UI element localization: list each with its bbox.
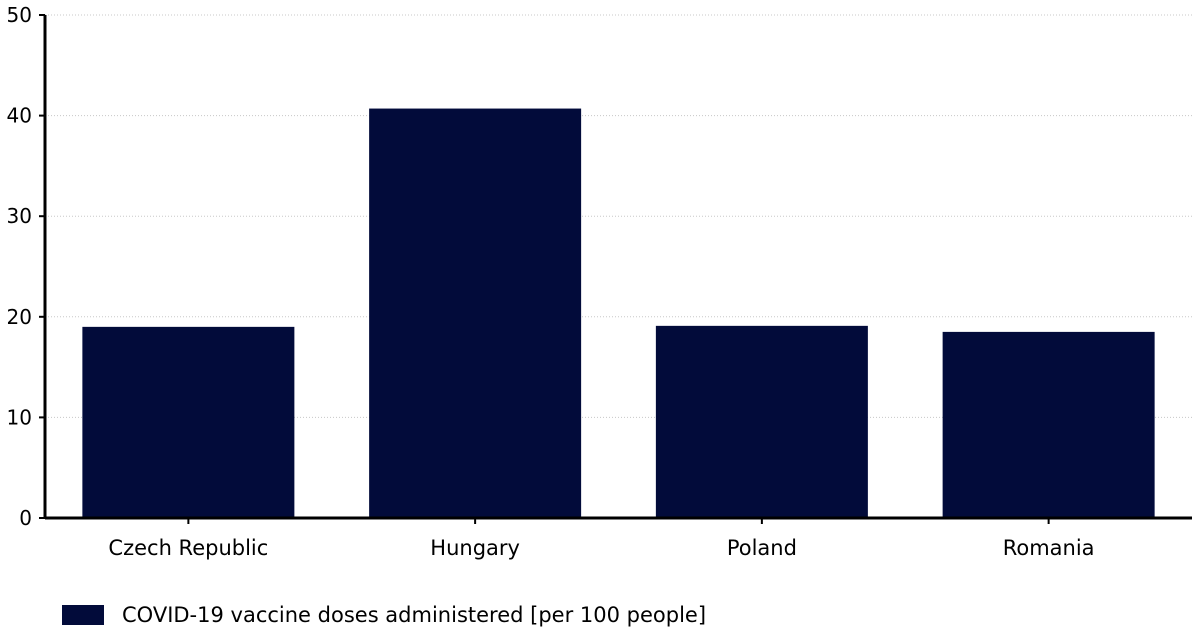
y-tick-label: 20 xyxy=(7,305,32,329)
x-tick-label: Poland xyxy=(727,536,797,560)
bar xyxy=(369,108,582,519)
y-axis-ticks: 0 10 20 30 40 50 xyxy=(7,3,45,530)
y-tick-label: 30 xyxy=(7,204,32,228)
bar xyxy=(655,325,868,518)
axes xyxy=(43,15,1192,520)
y-tick-label: 50 xyxy=(7,3,32,27)
y-tick-label: 0 xyxy=(19,506,32,530)
x-tick-label: Czech Republic xyxy=(108,536,268,560)
legend-swatch xyxy=(62,605,104,625)
bar xyxy=(942,331,1155,518)
x-tick-label: Romania xyxy=(1003,536,1095,560)
x-tick-label: Hungary xyxy=(430,536,520,560)
bars xyxy=(82,108,1155,519)
bar xyxy=(82,326,295,518)
gridlines xyxy=(45,14,1192,418)
y-tick-label: 40 xyxy=(7,104,32,128)
y-tick-label: 10 xyxy=(7,405,32,429)
legend-label: COVID-19 vaccine doses administered [per… xyxy=(122,603,707,627)
legend: COVID-19 vaccine doses administered [per… xyxy=(62,600,706,630)
x-axis-ticks: Czech Republic Hungary Poland Romania xyxy=(108,518,1095,560)
